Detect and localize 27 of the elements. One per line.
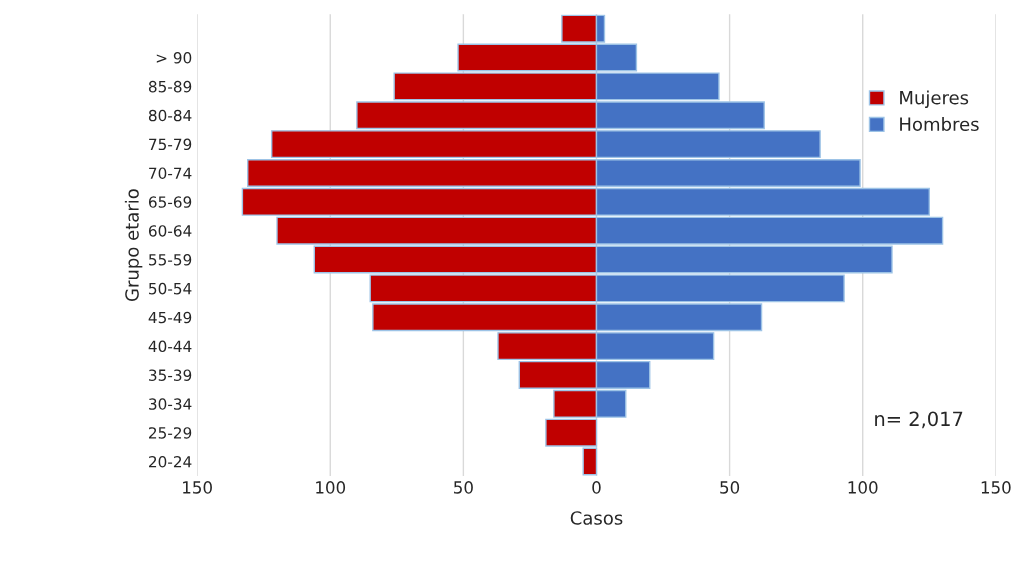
y-tick-label: 55-59 [149,253,192,266]
y-tick-label: > 90 [156,52,192,64]
y-tick-label: 45-49 [148,311,192,324]
y-tick-label: 20-24 [149,455,192,468]
legend-label: Hombres [900,117,979,131]
x-tick-label: 100 [316,481,346,494]
x-tick-label: 50 [720,481,740,494]
y-axis-title: Grupo etario [124,189,143,302]
annotation: n= 2,017 [875,411,963,429]
x-tick-label: 0 [592,481,601,494]
x-tick-label: 150 [981,481,1011,494]
y-tick-label: 65-69 [148,196,192,208]
y-tick-label: 70-74 [149,167,192,179]
y-tick-label: 25-29 [149,427,192,439]
y-tick-label: 75-79 [149,138,192,151]
y-tick-label: 80-84 [148,109,192,122]
y-tick-label: 60-64 [148,225,192,237]
x-axis-title: Casos [570,511,623,525]
legend-label: Mujeres [900,90,969,108]
y-tick-label: 35-39 [149,369,192,381]
x-tick-label: 150 [183,481,212,494]
y-tick-label: 50-54 [149,282,192,295]
y-tick-label: 40-44 [148,340,192,353]
x-tick-label: 50 [454,481,473,494]
y-tick-label: 30-34 [149,398,192,410]
y-tick-label: 85-89 [148,80,192,93]
x-tick-label: 100 [848,481,878,494]
